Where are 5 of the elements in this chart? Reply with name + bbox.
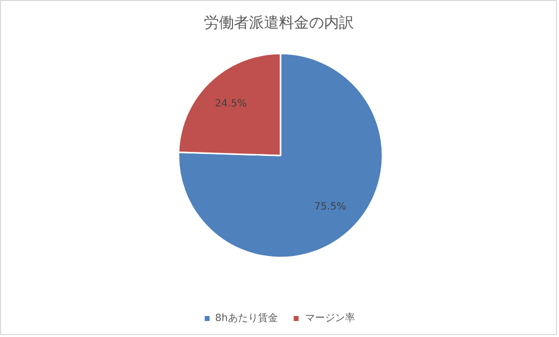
chart-title: 労働者派遣料金の内訳 <box>204 14 354 32</box>
legend-label: 8hあたり賃金 <box>215 312 278 325</box>
legend-label: マージン率 <box>304 312 355 325</box>
data-label: 24.5% <box>214 98 247 110</box>
data-label: 75.5% <box>314 201 346 212</box>
